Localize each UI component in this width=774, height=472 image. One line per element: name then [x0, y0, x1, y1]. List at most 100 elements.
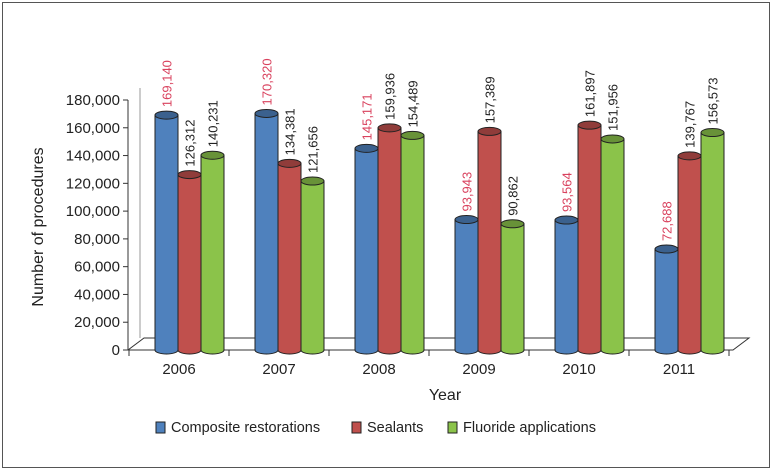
bar	[477, 126, 502, 355]
bar-body	[554, 219, 579, 355]
bar-top	[654, 244, 679, 254]
y-tick-label: 140,000	[66, 148, 120, 165]
bar-top	[677, 151, 702, 161]
data-label: 93,564	[560, 172, 575, 212]
x-tick-label: 2010	[562, 361, 595, 378]
legend-swatch	[351, 421, 362, 434]
y-tick-label: 40,000	[74, 286, 120, 303]
y-tick-label: 80,000	[74, 231, 120, 248]
bar-body	[277, 162, 302, 355]
y-axis-title: Number of procedures	[30, 147, 47, 306]
legend-item: Composite restorations	[155, 420, 320, 436]
bar	[500, 219, 525, 355]
data-label: 134,381	[283, 108, 298, 155]
legend-label: Fluoride applications	[463, 420, 596, 436]
data-label: 145,171	[360, 93, 375, 140]
bar-top	[154, 110, 179, 120]
data-label: 156,573	[706, 78, 721, 125]
legend-label: Composite restorations	[171, 420, 320, 436]
bar-body	[500, 223, 525, 355]
bar-top	[500, 219, 525, 229]
bar-top	[577, 120, 602, 130]
bar	[600, 134, 625, 355]
bar	[400, 130, 425, 355]
bar-body	[477, 130, 502, 355]
bar-body	[377, 127, 402, 355]
bar-top	[300, 176, 325, 186]
bar-top	[400, 130, 425, 140]
y-tick-label: 20,000	[74, 314, 120, 331]
bar-top	[354, 143, 379, 153]
bar-body	[677, 155, 702, 355]
bar	[577, 120, 602, 355]
data-label: 157,389	[483, 76, 498, 123]
x-tick-label: 2008	[362, 361, 395, 378]
bars	[154, 108, 725, 355]
bar-body	[400, 134, 425, 355]
data-label: 170,320	[260, 58, 275, 105]
bar-top	[700, 128, 725, 138]
bar-body	[600, 138, 625, 355]
bar-body	[177, 174, 202, 355]
bar-top	[277, 158, 302, 168]
bar	[254, 108, 279, 355]
data-label: 90,862	[506, 176, 521, 216]
bar-body	[254, 112, 279, 355]
bar-body	[354, 147, 379, 355]
bar-top	[200, 150, 225, 160]
bar	[677, 151, 702, 355]
bar-body	[154, 114, 179, 355]
legend-label: Sealants	[367, 420, 423, 436]
y-tick-label: 0	[112, 342, 120, 359]
bar	[654, 244, 679, 355]
bar	[354, 143, 379, 355]
data-label: 154,489	[406, 80, 421, 127]
bar-top	[454, 215, 479, 225]
data-label: 93,943	[460, 172, 475, 212]
data-label: 139,767	[683, 101, 698, 148]
bar-top	[254, 108, 279, 118]
bar	[377, 123, 402, 355]
bar-body	[300, 180, 325, 355]
y-tick-label: 100,000	[66, 203, 120, 220]
data-labels: 169,140 126,312 140,231 170,320 134,381 121,6…	[160, 58, 721, 241]
bar-top	[177, 170, 202, 180]
bar	[154, 110, 179, 355]
bar	[554, 215, 579, 355]
bar	[454, 215, 479, 355]
bar-body	[200, 154, 225, 355]
x-tick-label: 2007	[262, 361, 295, 378]
bar-body	[577, 124, 602, 355]
bar-top	[377, 123, 402, 133]
data-label: 151,956	[606, 84, 621, 131]
bar-body	[454, 219, 479, 355]
y-tick-label: 180,000	[66, 92, 120, 109]
bar	[300, 176, 325, 355]
legend-swatch	[155, 421, 166, 434]
bar	[277, 158, 302, 355]
bar	[700, 128, 725, 355]
y-tick-label: 120,000	[66, 175, 120, 192]
data-label: 159,936	[383, 73, 398, 120]
y-tick-label: 60,000	[74, 259, 120, 276]
x-tick-label: 2009	[462, 361, 495, 378]
chart-frame	[2, 2, 770, 468]
data-label: 140,231	[206, 100, 221, 147]
data-label: 121,656	[306, 126, 321, 173]
x-axis-title: Year	[429, 387, 462, 404]
data-label: 72,688	[660, 201, 675, 241]
data-label: 126,312	[183, 120, 198, 167]
bar-top	[477, 126, 502, 136]
y-tick-label: 160,000	[66, 120, 120, 137]
x-tick-label: 2006	[162, 361, 195, 378]
data-label: 161,897	[583, 70, 598, 117]
legend-item: Sealants	[351, 420, 423, 436]
legend: Composite restorations Sealants Fluoride a…	[155, 420, 596, 436]
bar-top	[600, 134, 625, 144]
legend-swatch	[447, 421, 458, 434]
x-tick-label: 2011	[663, 361, 695, 378]
data-label: 169,140	[160, 60, 175, 107]
bar	[200, 150, 225, 355]
bar-top	[554, 215, 579, 225]
